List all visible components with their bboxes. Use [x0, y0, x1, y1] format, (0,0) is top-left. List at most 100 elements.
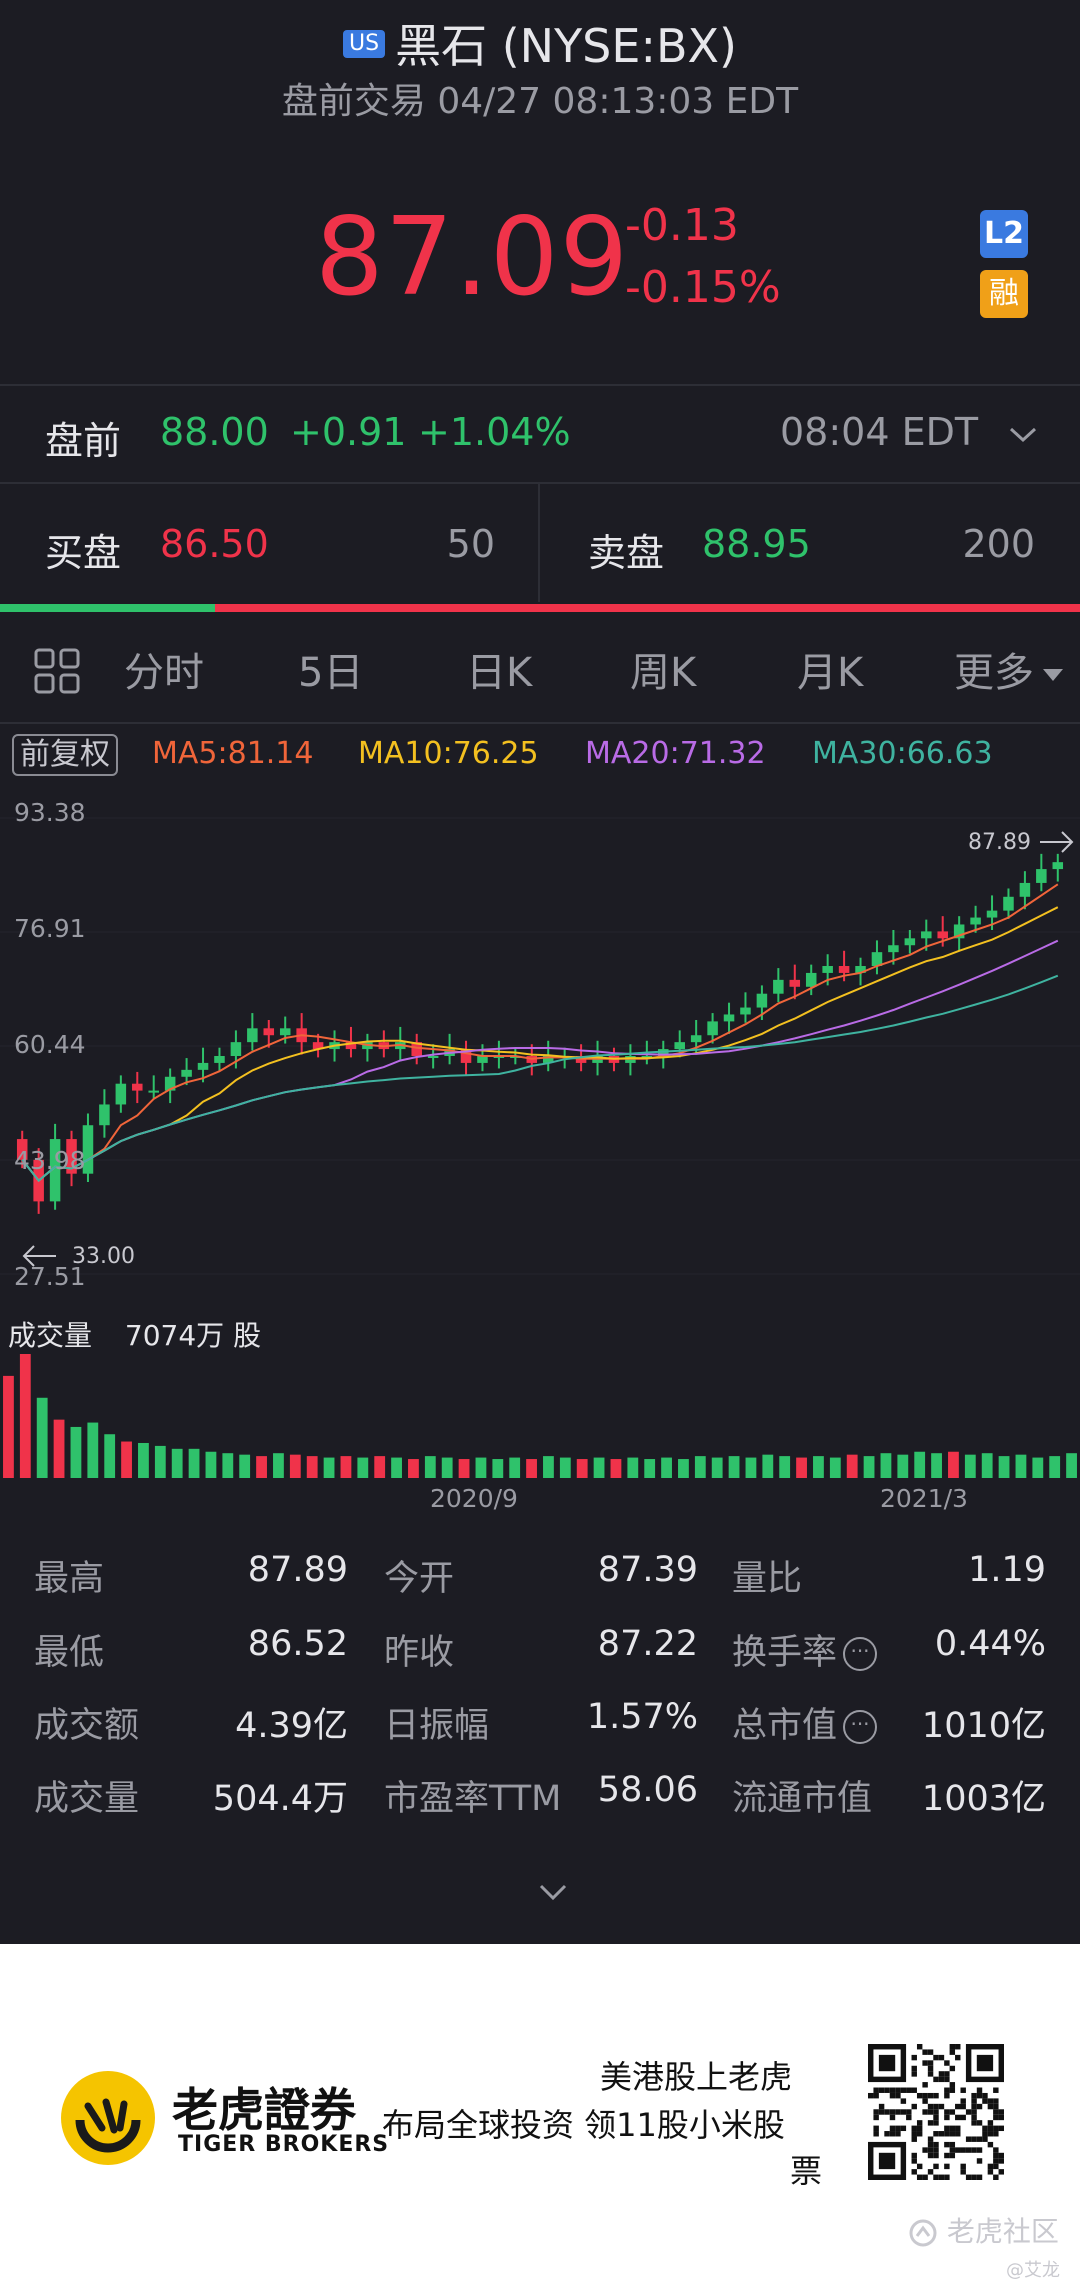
- volume-chart[interactable]: [0, 1350, 1080, 1478]
- candle-body: [740, 1007, 751, 1015]
- tab-monthly-k[interactable]: 月K: [797, 650, 864, 696]
- qr-module: [971, 2120, 977, 2126]
- stat-label[interactable]: 换手率 ···: [732, 1624, 878, 1675]
- y-tick-label: 76.91: [14, 914, 86, 943]
- qr-module: [895, 2109, 901, 2115]
- candle-body: [477, 1056, 488, 1063]
- high-arrow-icon: [1040, 831, 1074, 853]
- qr-module: [976, 2158, 983, 2164]
- qr-module: [900, 2098, 907, 2104]
- volume-bar: [340, 1456, 352, 1478]
- volume-bar: [644, 1459, 656, 1478]
- stat-value: 0.44%: [934, 1624, 1046, 1664]
- qr-module: [878, 2103, 885, 2110]
- margin-badge[interactable]: 融: [980, 270, 1028, 318]
- qr-module: [933, 2141, 939, 2148]
- qr-module: [993, 2109, 999, 2115]
- qr-module: [982, 2098, 988, 2104]
- qr-module: [955, 2131, 961, 2137]
- candlestick-chart[interactable]: [0, 790, 1080, 1310]
- premarket-time-select[interactable]: 08:04 EDT: [780, 410, 1038, 454]
- qr-module: [965, 2147, 972, 2153]
- qr-module: [971, 2098, 977, 2104]
- stat-label: 昨收: [384, 1624, 454, 1675]
- y-tick-label: 27.51: [14, 1262, 86, 1291]
- candle-body: [690, 1035, 702, 1043]
- volume-bar: [441, 1457, 453, 1478]
- tab-daily-k[interactable]: 日K: [466, 650, 533, 696]
- qr-module: [933, 2054, 939, 2061]
- qr-module: [933, 2103, 939, 2110]
- tab-more[interactable]: 更多: [954, 640, 1064, 698]
- more-info-icon[interactable]: ···: [843, 1637, 878, 1671]
- qr-module: [976, 2174, 983, 2180]
- expand-chevron-icon[interactable]: [538, 1882, 568, 1902]
- qr-module: [949, 2141, 956, 2148]
- qr-module: [960, 2169, 966, 2175]
- stat-label-text: 成交额: [34, 1706, 140, 1746]
- volume-bar: [273, 1453, 284, 1478]
- qr-module: [873, 2087, 879, 2093]
- brand-cn: 老虎證券: [172, 2083, 356, 2137]
- qr-module: [922, 2109, 928, 2115]
- volume-bar: [559, 1457, 571, 1478]
- ma10-value: MA10:76.25: [358, 736, 539, 771]
- qr-code-icon[interactable]: [868, 2044, 1004, 2180]
- slogan-line-3: 票: [790, 2152, 823, 2190]
- qr-module: [873, 2109, 879, 2115]
- qr-module: [965, 2136, 972, 2142]
- qr-module: [889, 2131, 896, 2137]
- qr-module: [895, 2092, 901, 2099]
- qr-module: [911, 2103, 917, 2110]
- volume-bar: [391, 1457, 402, 1478]
- stat-label[interactable]: 总市值 ···: [732, 1697, 878, 1748]
- volume-bar: [306, 1456, 318, 1478]
- candle-body: [247, 1028, 258, 1043]
- candle-body: [99, 1104, 110, 1126]
- qr-module: [944, 2076, 950, 2083]
- watermark-text: 老虎社区: [946, 2215, 1059, 2248]
- tab-weekly-k[interactable]: 周K: [630, 650, 697, 696]
- bid-size: 50: [446, 522, 495, 566]
- tab-intraday[interactable]: 分时: [124, 650, 204, 696]
- adjust-select[interactable]: 前复权: [12, 734, 118, 776]
- candle-body: [197, 1062, 209, 1070]
- volume-bar: [323, 1457, 335, 1478]
- qr-module: [971, 2092, 977, 2099]
- volume-bar: [914, 1451, 926, 1478]
- orderbook-divider: [538, 484, 540, 602]
- volume-bar: [154, 1445, 166, 1478]
- qr-module: [889, 2114, 896, 2121]
- candle-body: [1019, 882, 1031, 897]
- volume-bar: [897, 1454, 909, 1478]
- candle-body: [822, 966, 833, 973]
- grid-icon[interactable]: [34, 648, 80, 694]
- stat-label-text: 量比: [732, 1559, 803, 1599]
- volume-bar: [610, 1459, 622, 1478]
- volume-header: 成交量 7074万 股: [8, 1314, 261, 1354]
- qr-module: [976, 2092, 983, 2099]
- divider: [0, 722, 1080, 724]
- qr-module: [916, 2044, 923, 2050]
- l2-quote-button[interactable]: L2: [980, 210, 1028, 258]
- qr-module: [878, 2087, 885, 2093]
- candle-body: [805, 972, 817, 987]
- qr-module: [944, 2174, 950, 2180]
- stat-value: 1010亿: [921, 1706, 1046, 1746]
- volume-bar: [694, 1456, 706, 1478]
- more-info-icon[interactable]: ···: [843, 1710, 878, 1744]
- qr-module: [944, 2109, 950, 2115]
- premarket-change: +0.91: [290, 410, 407, 454]
- qr-module: [911, 2125, 917, 2132]
- stat-label: 成交额: [34, 1697, 139, 1748]
- qr-module: [998, 2125, 1004, 2132]
- qr-module: [927, 2120, 934, 2126]
- y-tick-label: 60.44: [14, 1030, 86, 1059]
- stat-value: 58.06: [597, 1770, 698, 1810]
- volume-bar: [998, 1456, 1010, 1478]
- tab-5day[interactable]: 5日: [298, 650, 364, 696]
- qr-module: [993, 2098, 999, 2104]
- qr-module: [911, 2158, 917, 2164]
- qr-module: [955, 2103, 961, 2110]
- ma5-line: [21, 883, 1059, 1183]
